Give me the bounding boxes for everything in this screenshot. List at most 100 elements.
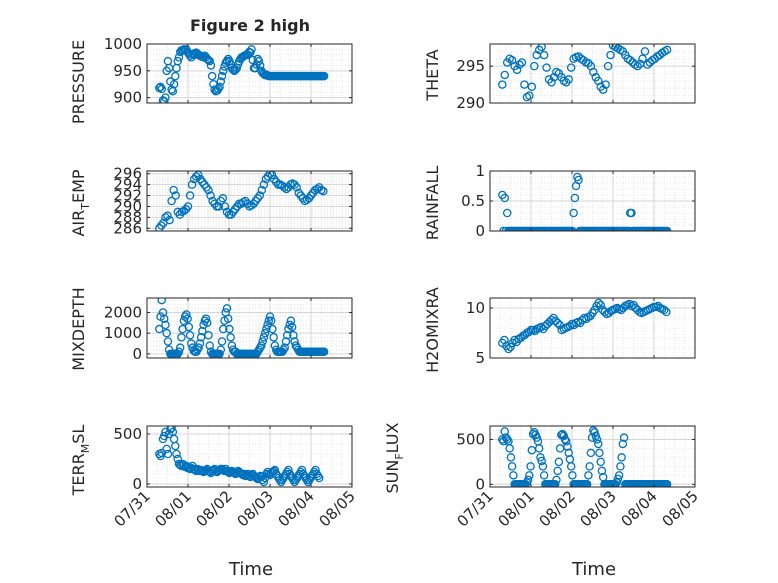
data-point-mixdepth: [204, 330, 213, 340]
data-point-sun-flux: [613, 474, 623, 484]
data-point-air-temp: [206, 191, 215, 200]
data-point-theta: [498, 80, 507, 89]
data-point-terr-msl: [171, 441, 180, 451]
data-point-sun-flux: [612, 478, 621, 487]
data-point-theta: [539, 50, 549, 60]
axes-box: [146, 297, 353, 359]
data-point-mixdepth: [187, 339, 196, 348]
data-point-mixdepth: [285, 320, 294, 330]
data-point-mixdepth: [175, 343, 185, 352]
data-point-sun-flux: [585, 462, 594, 471]
data-point-theta: [633, 61, 642, 71]
data-point-terr-msl: [195, 466, 205, 476]
data-point-pressure: [207, 71, 217, 81]
data-point-terr-msl: [167, 426, 176, 433]
data-point-mixdepth: [319, 347, 329, 357]
data-point-air-temp: [255, 191, 264, 200]
data-point-pressure: [158, 96, 168, 103]
data-point-sun-flux: [550, 480, 560, 487]
data-point-theta: [603, 61, 613, 71]
data-point-mixdepth: [177, 333, 186, 342]
y-tick-label: 286: [113, 219, 142, 237]
data-point-sun-flux: [500, 427, 510, 436]
y-tick-label: 500: [113, 425, 142, 443]
data-point-h2omixra: [596, 300, 605, 310]
data-point-mixdepth: [258, 337, 267, 346]
data-point-sun-flux: [597, 466, 607, 476]
data-point-terr-msl: [250, 472, 260, 482]
series-markers: [155, 426, 324, 487]
y-tick-label: 290: [456, 94, 485, 112]
ylabel-theta: THETA: [423, 49, 442, 101]
data-point-sun-flux: [592, 435, 602, 444]
data-point-terr-msl: [163, 449, 173, 459]
data-point-mixdepth: [259, 333, 269, 342]
data-point-mixdepth: [289, 330, 298, 340]
data-point-mixdepth: [174, 347, 184, 357]
data-point-air-temp: [214, 202, 223, 211]
data-point-mixdepth: [195, 339, 205, 348]
data-point-h2omixra: [590, 305, 599, 315]
data-point-pressure: [205, 56, 214, 66]
data-point-pressure: [215, 82, 224, 92]
data-point-theta: [547, 78, 556, 87]
data-point-theta: [564, 75, 573, 84]
data-point-mixdepth: [162, 328, 171, 338]
ylabel-air-temp: AIRTEMP: [69, 169, 92, 236]
data-point-theta: [515, 60, 524, 69]
y-tick-label: 500: [456, 430, 485, 448]
data-point-terr-msl: [223, 467, 233, 477]
data-point-theta: [625, 55, 635, 65]
data-point-air-temp: [165, 215, 174, 225]
data-point-mixdepth: [219, 324, 228, 334]
data-point-air-temp: [292, 183, 301, 192]
ylabel-h2omixra: H2OMIXRA: [423, 287, 442, 373]
data-point-sun-flux: [563, 442, 572, 451]
subplot-h2omixra: 5 10: [466, 297, 696, 367]
data-point-pressure: [255, 61, 265, 70]
data-point-rainfall: [500, 193, 510, 203]
data-point-sun-flux: [521, 480, 530, 487]
data-point-theta: [517, 58, 527, 67]
data-point-pressure: [159, 97, 169, 103]
data-point-sun-flux: [564, 448, 573, 458]
subplot-rainfall: 00.51: [461, 162, 696, 240]
data-point-sun-flux: [618, 439, 628, 449]
y-tick-label: 295: [456, 57, 485, 75]
data-point-sun-flux: [562, 436, 571, 446]
data-point-pressure: [319, 71, 329, 81]
data-point-sun-flux: [552, 475, 561, 485]
data-point-sun-flux: [537, 456, 546, 466]
data-point-mixdepth: [222, 304, 232, 313]
y-tick-label: 0: [132, 475, 142, 493]
ylabel-air-temp-post: EMP: [69, 169, 88, 203]
axes-box: [146, 425, 353, 488]
data-point-sun-flux: [536, 453, 545, 462]
data-point-rainfall: [502, 208, 512, 218]
data-point-mixdepth: [182, 310, 191, 319]
data-point-air-temp: [167, 196, 176, 206]
data-point-theta: [662, 45, 672, 55]
data-point-mixdepth: [287, 322, 297, 332]
data-point-air-temp: [204, 185, 213, 195]
ylabel-sun-flux-post: LUX: [383, 422, 402, 453]
series-markers: [498, 426, 672, 487]
data-point-h2omixra: [600, 307, 610, 317]
y-tick-label: 0: [475, 222, 485, 240]
data-point-sun-flux: [596, 457, 605, 467]
data-point-sun-flux: [586, 448, 596, 458]
xlabel-left: Time: [228, 559, 273, 580]
data-point-air-temp: [259, 180, 269, 189]
data-point-theta: [542, 63, 551, 72]
data-point-theta: [530, 61, 539, 71]
data-point-sun-flux: [559, 431, 569, 441]
data-point-mixdepth: [184, 322, 194, 332]
data-point-terr-msl: [172, 449, 181, 459]
data-point-h2omixra: [625, 299, 634, 309]
data-point-sun-flux: [505, 444, 514, 453]
y-tick-label: 1000: [104, 324, 142, 342]
data-point-sun-flux: [534, 444, 544, 453]
y-tick-label: 900: [113, 89, 142, 107]
